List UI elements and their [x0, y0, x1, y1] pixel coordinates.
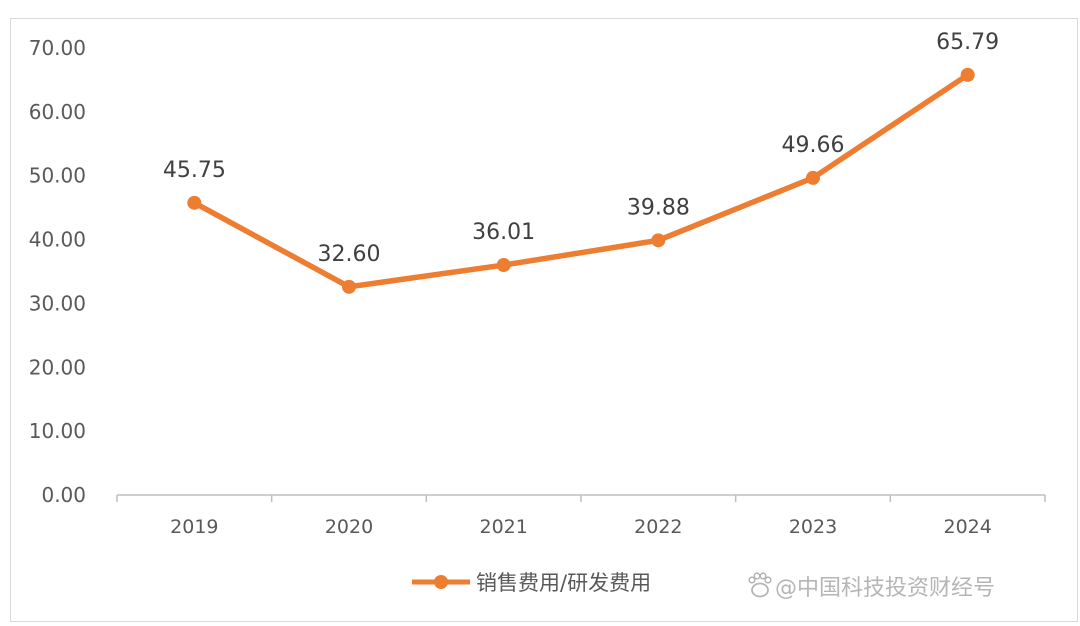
y-axis: 0.00 10.00 20.00 30.00 40.00 50.00 60.00 70.00: [29, 36, 86, 507]
data-label: 65.79: [936, 30, 999, 55]
legend: 销售费用/研发费用: [412, 571, 651, 595]
data-labels: 45.75 32.60 36.01 39.88 49.66 65.79: [163, 30, 999, 267]
y-tick-label: 50.00: [29, 164, 86, 188]
y-tick-label: 0.00: [41, 483, 86, 507]
legend-marker-swatch: [434, 575, 448, 589]
data-point: [187, 195, 202, 210]
data-label: 45.75: [163, 158, 226, 183]
x-tick-label: 2024: [943, 516, 991, 538]
y-tick-label: 60.00: [29, 100, 86, 124]
data-point: [496, 258, 511, 273]
y-tick-label: 30.00: [29, 291, 86, 315]
series-layer: [187, 67, 975, 294]
watermark: @中国科技投资财经号: [748, 572, 995, 601]
y-tick-label: 20.00: [29, 355, 86, 379]
x-tick-label: 2022: [634, 516, 682, 538]
chart-frame: [10, 18, 1078, 622]
data-point: [651, 233, 666, 248]
x-axis: 2019 2020 2021 2022 2023 2024: [116, 494, 1046, 538]
data-label: 36.01: [472, 220, 535, 245]
paw-icon: [748, 572, 772, 598]
data-label: 49.66: [782, 133, 845, 158]
series-line: [191, 72, 971, 290]
y-tick-label: 40.00: [29, 228, 86, 252]
data-point: [806, 170, 820, 185]
y-tick-label: 10.00: [29, 419, 86, 443]
data-point: [960, 67, 975, 82]
x-tick-label: 2021: [479, 516, 527, 538]
watermark-text: @中国科技投资财经号: [775, 576, 995, 601]
data-label: 32.60: [318, 242, 381, 267]
legend-label: 销售费用/研发费用: [476, 571, 651, 595]
data-label: 39.88: [627, 195, 690, 220]
x-tick-label: 2020: [325, 516, 373, 538]
data-point: [342, 279, 356, 294]
y-tick-label: 70.00: [29, 36, 86, 60]
x-tick-label: 2023: [789, 516, 837, 538]
x-tick-label: 2019: [170, 516, 218, 538]
